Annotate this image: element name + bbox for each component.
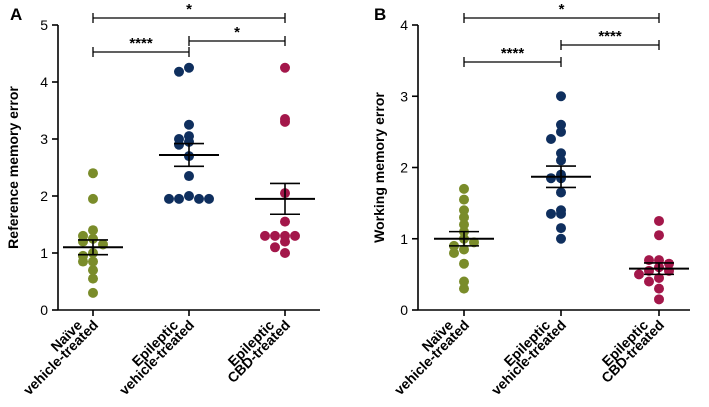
data-point	[546, 208, 556, 219]
y-tick-label: 3	[40, 131, 48, 147]
data-point	[204, 193, 214, 204]
y-tick-label: 2	[40, 188, 48, 204]
data-point	[449, 248, 459, 258]
data-point	[556, 223, 566, 234]
y-tick-label: 3	[400, 88, 408, 104]
significance-label: ****	[598, 28, 622, 45]
data-point	[654, 272, 664, 283]
data-point	[644, 276, 654, 287]
data-point	[546, 173, 556, 184]
data-point	[184, 119, 194, 130]
data-point	[88, 233, 98, 244]
data-point	[556, 187, 566, 198]
y-tick-label: 2	[400, 160, 408, 176]
data-point	[469, 237, 479, 248]
data-point	[88, 193, 98, 204]
data-point	[556, 119, 566, 130]
data-point	[280, 216, 290, 227]
data-point	[88, 265, 98, 276]
data-point	[459, 183, 469, 194]
data-point	[459, 194, 469, 205]
data-point	[459, 212, 469, 223]
data-point	[184, 191, 194, 201]
data-point	[654, 283, 664, 294]
data-point	[88, 256, 98, 267]
data-point	[88, 273, 98, 284]
data-point	[184, 171, 194, 182]
data-point	[280, 236, 290, 247]
y-tick-label: 1	[400, 231, 408, 247]
data-point	[78, 236, 88, 247]
panel-label: B	[374, 5, 386, 24]
data-point	[280, 116, 290, 127]
data-point	[556, 126, 566, 137]
significance-label: *	[234, 24, 240, 41]
significance-label: *	[559, 1, 565, 18]
data-point	[174, 66, 184, 77]
y-axis-label: Working memory error	[371, 92, 387, 243]
data-point	[88, 287, 98, 298]
data-point	[459, 244, 469, 255]
y-tick-label: 0	[40, 302, 48, 318]
panel-label: A	[10, 5, 22, 24]
data-point	[260, 230, 270, 241]
data-point	[634, 269, 644, 280]
data-point	[270, 242, 280, 253]
data-point	[459, 219, 469, 230]
y-tick-label: 5	[40, 17, 48, 33]
data-point	[556, 148, 566, 159]
data-point	[556, 208, 566, 219]
data-point	[184, 62, 194, 73]
data-point	[459, 283, 469, 294]
y-tick-label: 1	[40, 245, 48, 261]
data-point	[556, 91, 566, 102]
data-point	[174, 193, 184, 204]
data-point	[459, 258, 469, 269]
data-point	[280, 248, 290, 258]
data-point	[556, 155, 566, 166]
y-axis-label: Reference memory error	[5, 86, 21, 249]
data-point	[88, 225, 98, 236]
data-point	[459, 276, 469, 287]
data-point	[546, 134, 556, 144]
data-point	[88, 168, 98, 179]
significance-label: ****	[129, 35, 153, 52]
y-tick-label: 0	[400, 302, 408, 318]
y-tick-label: 4	[400, 17, 408, 33]
data-point	[290, 230, 300, 241]
data-point	[654, 230, 664, 241]
data-point	[556, 233, 566, 244]
data-point	[654, 215, 664, 226]
data-point	[270, 230, 280, 241]
data-point	[280, 62, 290, 73]
significance-label: *	[186, 1, 192, 18]
significance-label: ****	[501, 45, 525, 62]
data-point	[164, 193, 174, 204]
data-point	[174, 139, 184, 150]
y-tick-label: 4	[40, 74, 48, 90]
data-point	[194, 193, 204, 204]
data-point	[459, 205, 469, 216]
data-point	[78, 256, 88, 267]
data-point	[654, 294, 664, 305]
